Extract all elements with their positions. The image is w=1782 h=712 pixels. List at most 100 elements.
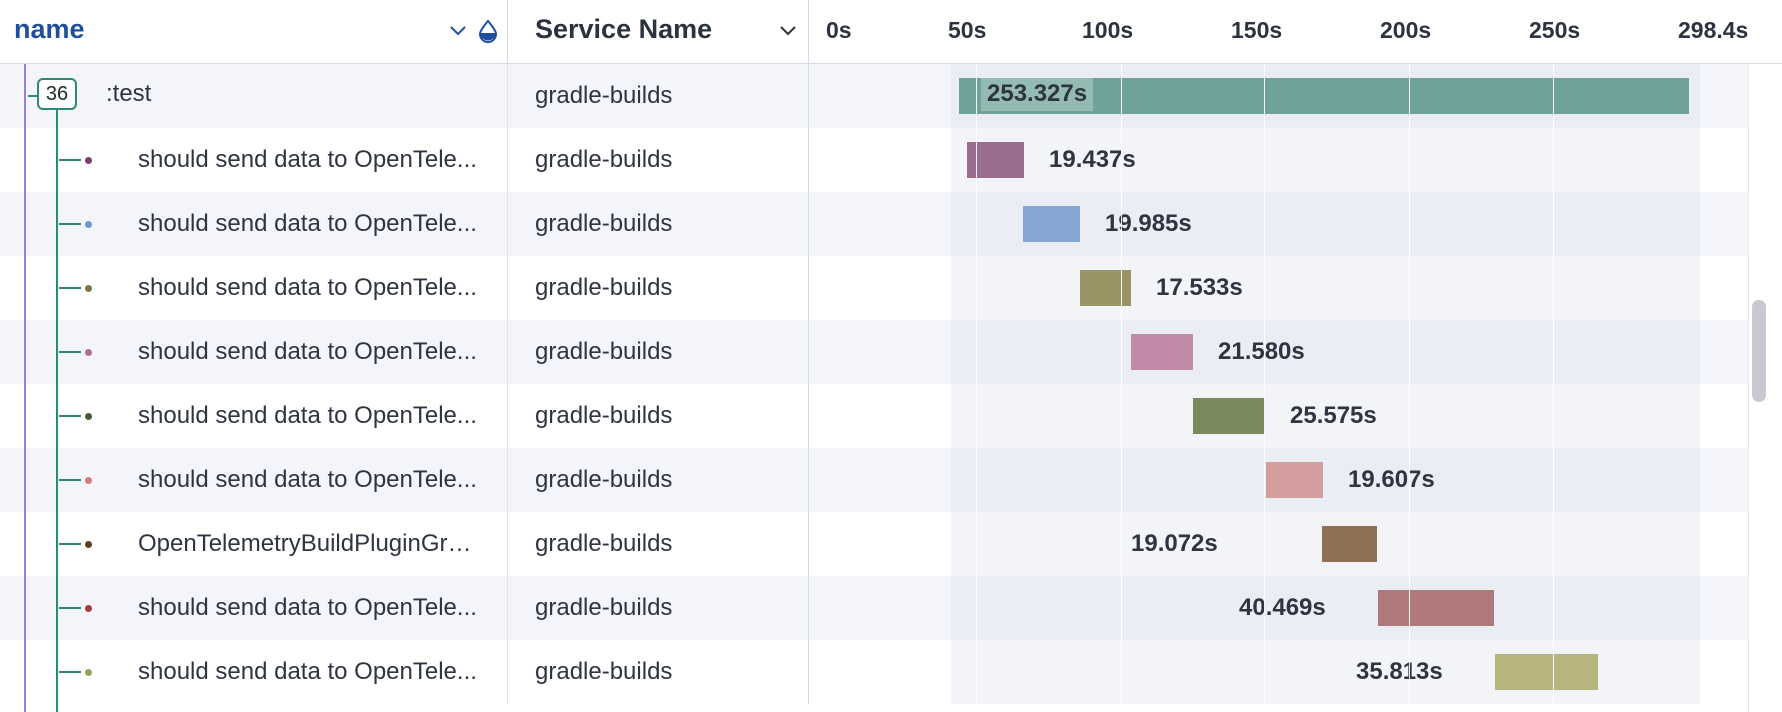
time-gridline xyxy=(1264,64,1265,712)
vertical-scrollbar[interactable] xyxy=(1752,300,1766,402)
span-color-dot xyxy=(85,541,92,548)
service-name: gradle-builds xyxy=(535,210,673,237)
name-column-header[interactable]: name xyxy=(0,0,508,64)
timeline-cell: 35.813s xyxy=(809,640,1748,704)
service-cell: gradle-builds xyxy=(508,576,809,640)
service-cell: gradle-builds xyxy=(508,256,809,320)
tree-connector xyxy=(59,415,81,417)
span-duration-bar[interactable] xyxy=(1378,590,1494,626)
tree-connector xyxy=(59,287,81,289)
span-name: should send data to OpenTele... xyxy=(138,658,477,685)
span-duration-bar[interactable] xyxy=(1495,654,1598,690)
table-row[interactable]: should send data to OpenTele... gradle-b… xyxy=(0,192,1748,256)
time-tick-label: 200s xyxy=(1380,17,1432,43)
service-cell: gradle-builds xyxy=(508,384,809,448)
span-name-cell: should send data to OpenTele... xyxy=(0,384,508,448)
time-tick-label: 0s xyxy=(826,17,852,43)
span-duration: 17.533s xyxy=(1156,274,1243,301)
span-color-dot xyxy=(85,221,92,228)
span-duration: 19.985s xyxy=(1105,210,1192,237)
timeline-cell: 19.072s xyxy=(809,512,1748,576)
chevron-down-icon[interactable] xyxy=(449,24,467,38)
service-cell: gradle-builds xyxy=(508,448,809,512)
span-duration-bar[interactable] xyxy=(1322,526,1377,562)
table-row[interactable]: should send data to OpenTele... gradle-b… xyxy=(0,128,1748,192)
service-name: gradle-builds xyxy=(535,530,673,557)
child-count-badge[interactable]: 36 xyxy=(37,78,77,110)
span-name-cell: should send data to OpenTele... xyxy=(0,576,508,640)
span-name: should send data to OpenTele... xyxy=(138,402,477,429)
span-duration: 19.607s xyxy=(1348,466,1435,493)
service-name-column-header[interactable]: Service Name xyxy=(508,0,809,64)
timeline-cell: 19.985s xyxy=(809,192,1748,256)
tree-connector xyxy=(59,223,81,225)
span-duration: 25.575s xyxy=(1290,402,1377,429)
span-duration-bar[interactable] xyxy=(959,78,1689,114)
span-name: should send data to OpenTele... xyxy=(138,466,477,493)
span-duration-bar[interactable] xyxy=(1023,206,1080,242)
span-name: should send data to OpenTele... xyxy=(138,594,477,621)
time-gridline xyxy=(1553,64,1554,712)
span-duration: 19.437s xyxy=(1049,146,1136,173)
table-row[interactable]: 36 :test gradle-builds 253.327s xyxy=(0,64,1748,128)
tree-connector xyxy=(59,671,81,673)
service-cell: gradle-builds xyxy=(508,640,809,704)
span-color-dot xyxy=(85,157,92,164)
span-duration-bar[interactable] xyxy=(1080,270,1131,306)
time-gridline xyxy=(976,64,977,712)
timeline-track xyxy=(951,128,1700,192)
span-rows: 36 :test gradle-builds 253.327s should s… xyxy=(0,64,1782,712)
time-gridline xyxy=(1409,64,1410,712)
service-cell: gradle-builds xyxy=(508,128,809,192)
service-cell: gradle-builds xyxy=(508,192,809,256)
chevron-down-icon[interactable] xyxy=(779,24,797,38)
table-row[interactable]: should send data to OpenTele... gradle-b… xyxy=(0,256,1748,320)
table-row[interactable]: should send data to OpenTele... gradle-b… xyxy=(0,320,1748,384)
service-name: gradle-builds xyxy=(535,466,673,493)
timeline-cell: 40.469s xyxy=(809,576,1748,640)
span-color-dot xyxy=(85,477,92,484)
table-row[interactable]: should send data to OpenTele... gradle-b… xyxy=(0,384,1748,448)
span-duration-bar[interactable] xyxy=(1193,398,1265,434)
span-duration: 19.072s xyxy=(1131,530,1218,557)
timeline-track xyxy=(951,256,1700,320)
span-duration-bar[interactable] xyxy=(1266,462,1323,498)
span-color-dot xyxy=(85,669,92,676)
table-row[interactable]: should send data to OpenTele... gradle-b… xyxy=(0,640,1748,704)
timeline-cell: 253.327s xyxy=(809,64,1748,128)
service-name: gradle-builds xyxy=(535,338,673,365)
service-name: gradle-builds xyxy=(535,146,673,173)
time-tick-label: 150s xyxy=(1231,17,1283,43)
span-name-cell: should send data to OpenTele... xyxy=(0,448,508,512)
timeline-track xyxy=(951,384,1700,448)
span-duration-bar[interactable] xyxy=(1131,334,1193,370)
service-name-column-title: Service Name xyxy=(535,14,713,44)
drop-icon[interactable] xyxy=(478,19,498,43)
table-row[interactable]: OpenTelemetryBuildPluginGrp... gradle-bu… xyxy=(0,512,1748,576)
time-tick-label: 50s xyxy=(948,17,987,43)
span-color-dot xyxy=(85,605,92,612)
span-color-dot xyxy=(85,349,92,356)
service-name: gradle-builds xyxy=(535,594,673,621)
timeline-cell: 17.533s xyxy=(809,256,1748,320)
span-name: should send data to OpenTele... xyxy=(138,210,477,237)
table-row[interactable]: should send data to OpenTele... gradle-b… xyxy=(0,576,1748,640)
span-name-cell: should send data to OpenTele... xyxy=(0,256,508,320)
tree-guide-line xyxy=(24,64,26,712)
time-tick-label: 298.4s xyxy=(1678,17,1749,43)
span-color-dot xyxy=(85,413,92,420)
span-name: should send data to OpenTele... xyxy=(138,274,477,301)
span-duration: 21.580s xyxy=(1218,338,1305,365)
service-cell: gradle-builds xyxy=(508,64,809,128)
tree-connector xyxy=(59,351,81,353)
scroll-track-divider xyxy=(1748,64,1749,712)
span-name: should send data to OpenTele... xyxy=(138,338,477,365)
table-row[interactable]: should send data to OpenTele... gradle-b… xyxy=(0,448,1748,512)
span-name-cell: should send data to OpenTele... xyxy=(0,640,508,704)
span-name-cell: OpenTelemetryBuildPluginGrp... xyxy=(0,512,508,576)
span-name-cell: should send data to OpenTele... xyxy=(0,320,508,384)
service-cell: gradle-builds xyxy=(508,512,809,576)
tree-connector xyxy=(59,607,81,609)
service-cell: gradle-builds xyxy=(508,320,809,384)
